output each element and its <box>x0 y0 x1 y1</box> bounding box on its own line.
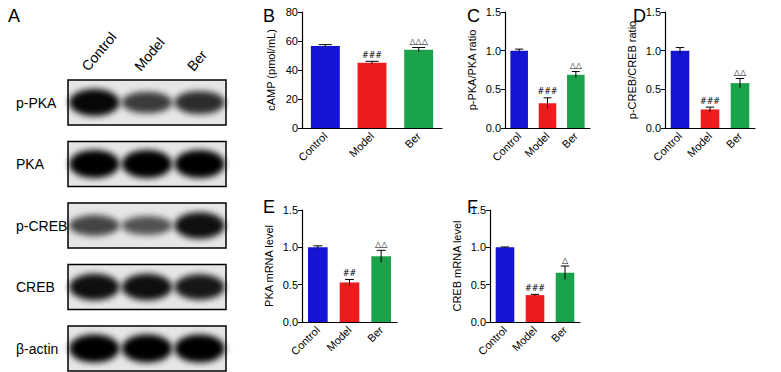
svg-text:60: 60 <box>286 35 298 47</box>
svg-text:1.0: 1.0 <box>471 241 486 253</box>
svg-text:1.0: 1.0 <box>283 241 298 253</box>
svg-text:PKA: PKA <box>16 156 45 172</box>
svg-text:p-PKA: p-PKA <box>16 95 57 111</box>
svg-text:Model: Model <box>324 324 354 354</box>
svg-text:##: ## <box>343 269 357 278</box>
svg-text:1.0: 1.0 <box>646 45 661 57</box>
svg-text:cAMP (pmol/mL): cAMP (pmol/mL) <box>265 29 277 111</box>
svg-text:40: 40 <box>286 64 298 76</box>
svg-text:###: ### <box>362 51 382 60</box>
svg-text:0: 0 <box>292 122 298 134</box>
svg-text:Ber: Ber <box>402 130 423 151</box>
svg-text:β-actin: β-actin <box>16 341 58 357</box>
svg-text:B: B <box>263 6 275 26</box>
svg-text:1.0: 1.0 <box>486 45 501 57</box>
svg-text:p-CREB/CREB ratio: p-CREB/CREB ratio <box>626 21 638 119</box>
svg-text:Ber: Ber <box>365 324 386 345</box>
svg-text:Ber: Ber <box>184 47 210 74</box>
svg-text:0.0: 0.0 <box>471 316 486 328</box>
svg-text:1.5: 1.5 <box>646 6 661 18</box>
svg-text:Control: Control <box>296 130 330 164</box>
svg-text:80: 80 <box>286 6 298 18</box>
svg-text:Ber: Ber <box>560 130 581 151</box>
svg-text:Control: Control <box>78 29 119 74</box>
svg-text:1.5: 1.5 <box>486 6 501 18</box>
svg-text:CREB: CREB <box>16 279 55 295</box>
svg-text:0.0: 0.0 <box>486 122 501 134</box>
svg-text:A: A <box>8 6 20 26</box>
svg-text:###: ### <box>525 284 545 293</box>
svg-text:△△△: △△△ <box>409 37 428 46</box>
svg-text:0.5: 0.5 <box>283 279 298 291</box>
svg-text:PKA mRNA level: PKA mRNA level <box>263 225 275 307</box>
svg-text:Control: Control <box>289 324 323 358</box>
svg-text:Model: Model <box>131 34 168 74</box>
svg-text:D: D <box>633 6 646 26</box>
svg-text:Model: Model <box>510 324 540 354</box>
svg-text:△△: △△ <box>375 240 388 249</box>
svg-text:p-CREB: p-CREB <box>16 218 67 234</box>
svg-text:△△: △△ <box>570 61 583 70</box>
svg-text:Ber: Ber <box>724 130 745 151</box>
svg-text:△: △ <box>562 256 569 265</box>
svg-text:###: ### <box>537 87 557 96</box>
svg-text:Control: Control <box>476 324 510 358</box>
svg-text:Control: Control <box>490 130 524 164</box>
svg-text:###: ### <box>700 97 720 106</box>
svg-text:C: C <box>467 6 480 26</box>
svg-text:1.5: 1.5 <box>470 204 486 216</box>
svg-text:Model: Model <box>522 130 552 160</box>
svg-text:1.5: 1.5 <box>283 204 298 216</box>
svg-text:△△: △△ <box>734 68 747 77</box>
svg-text:CREB mRNA level: CREB mRNA level <box>451 220 463 311</box>
svg-text:0.5: 0.5 <box>646 83 661 95</box>
svg-text:0.5: 0.5 <box>486 83 501 95</box>
svg-text:Model: Model <box>347 130 377 160</box>
svg-text:Ber: Ber <box>549 324 570 345</box>
svg-text:Control: Control <box>651 130 685 164</box>
svg-text:E: E <box>263 197 275 217</box>
svg-text:p-PKA/PKA ratio: p-PKA/PKA ratio <box>466 30 478 111</box>
svg-text:0.5: 0.5 <box>471 279 486 291</box>
svg-text:Model: Model <box>685 130 715 160</box>
svg-text:20: 20 <box>286 93 298 105</box>
svg-text:0.0: 0.0 <box>646 122 661 134</box>
svg-text:0.0: 0.0 <box>283 316 298 328</box>
svg-text:F: F <box>467 197 478 217</box>
